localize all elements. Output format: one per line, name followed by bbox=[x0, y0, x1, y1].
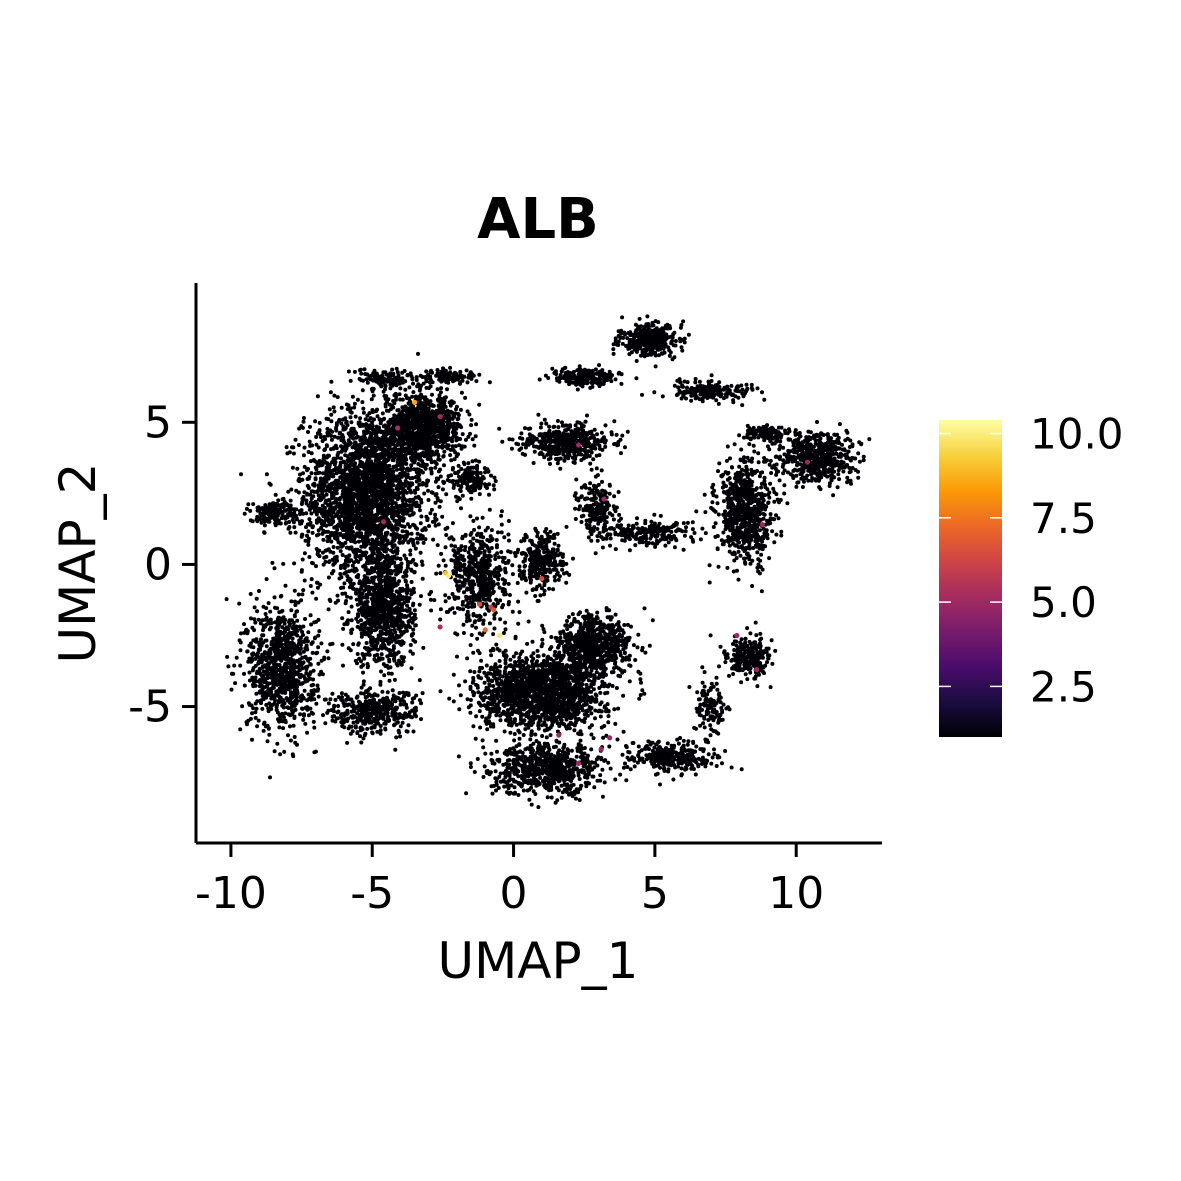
x-axis-label: UMAP_1 bbox=[438, 932, 639, 990]
colorbar-gradient bbox=[939, 420, 1002, 737]
x-tick-label: -5 bbox=[350, 868, 394, 919]
y-axis-ticks: -5 0 5 bbox=[128, 397, 196, 733]
highlighted-point bbox=[477, 601, 483, 607]
highlighted-point bbox=[437, 414, 443, 420]
x-tick-label: 0 bbox=[500, 868, 528, 919]
highlighted-point bbox=[759, 522, 765, 528]
y-tick-label: 0 bbox=[144, 539, 172, 590]
highlighted-point bbox=[601, 496, 607, 502]
highlighted-point bbox=[598, 746, 604, 752]
points-layer bbox=[224, 314, 872, 810]
y-tick-label: -5 bbox=[128, 682, 172, 733]
highlighted-point bbox=[437, 624, 443, 630]
highlighted-point bbox=[395, 425, 401, 431]
highlighted-point bbox=[380, 519, 387, 525]
colorbar-ticks: 2.5 5.0 7.5 10.0 bbox=[939, 409, 1124, 711]
highlighted-points bbox=[380, 399, 811, 767]
highlighted-point bbox=[607, 735, 613, 741]
colorbar-tick-label: 2.5 bbox=[1030, 662, 1097, 711]
x-tick-label: 10 bbox=[768, 868, 824, 919]
x-tick-label: 5 bbox=[641, 868, 669, 919]
highlighted-point bbox=[539, 576, 545, 582]
y-axis-label: UMAP_2 bbox=[49, 463, 107, 664]
colorbar-tick-label: 7.5 bbox=[1030, 494, 1097, 543]
highlighted-point bbox=[491, 607, 497, 613]
chart-title: ALB bbox=[477, 187, 599, 252]
highlighted-point bbox=[445, 573, 452, 579]
y-tick-label: 5 bbox=[144, 397, 172, 448]
highlighted-point bbox=[754, 666, 760, 673]
highlighted-point bbox=[412, 399, 418, 405]
cell-points bbox=[224, 314, 872, 810]
highlighted-point bbox=[556, 732, 562, 738]
colorbar-tick-label: 5.0 bbox=[1030, 578, 1097, 627]
x-axis-ticks: -10 -5 0 5 10 bbox=[195, 843, 824, 919]
highlighted-point bbox=[496, 632, 503, 639]
highlighted-point bbox=[734, 632, 740, 639]
colorbar-tick-label: 10.0 bbox=[1030, 409, 1124, 458]
highlighted-point bbox=[575, 760, 582, 767]
highlighted-point bbox=[482, 627, 488, 633]
highlighted-point bbox=[575, 442, 582, 448]
highlighted-point bbox=[804, 459, 811, 465]
colorbar-legend: 2.5 5.0 7.5 10.0 bbox=[939, 409, 1124, 737]
x-tick-label: -10 bbox=[195, 868, 267, 919]
